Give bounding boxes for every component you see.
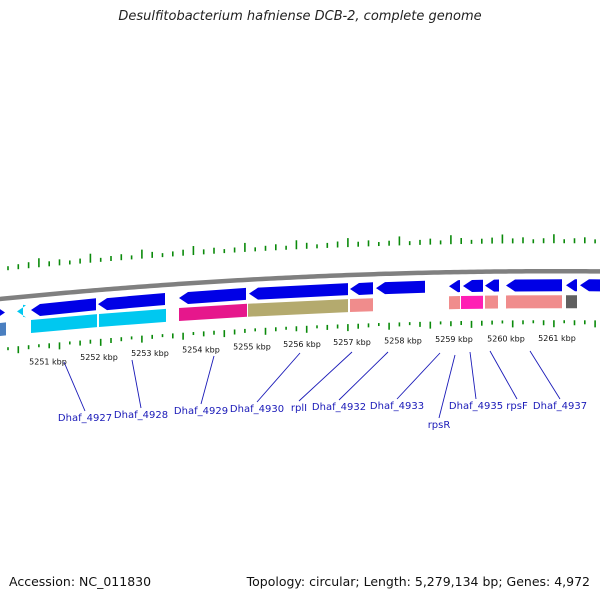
gc-skew-outer-track [7, 234, 596, 271]
cds-arrow [580, 279, 600, 292]
gene-label: Dhaf_4933 [370, 401, 424, 412]
leader-line [298, 351, 353, 402]
reverse-block [506, 295, 562, 309]
gene-label: Dhaf_4930 [230, 404, 284, 415]
cds-arrow [449, 280, 460, 293]
reverse-block [566, 295, 577, 309]
scale-tick-label: 5252 kbp [80, 353, 118, 362]
gene-label: rpsF [506, 401, 528, 412]
leader-line [200, 355, 215, 405]
label-leaders [63, 350, 561, 419]
cds-arrow [0, 309, 5, 316]
cds-arrow [463, 279, 483, 292]
gene-label: rpsR [428, 420, 451, 431]
reverse-block [31, 314, 97, 333]
cds-arrow [17, 304, 26, 318]
scale-tick-label: 5257 kbp [333, 338, 371, 347]
gene-label: Dhaf_4935 [449, 401, 503, 412]
reverse-block [99, 308, 166, 327]
gene-label: Dhaf_4928 [114, 410, 168, 421]
feature-track [0, 279, 600, 337]
scale-tick-label: 5261 kbp [538, 334, 576, 343]
reverse-block [449, 296, 460, 310]
scale-tick-label: 5259 kbp [435, 335, 473, 344]
leader-line [469, 351, 477, 400]
cds-arrow [485, 279, 499, 292]
leader-line [529, 350, 561, 400]
genome-backbone [0, 268, 600, 302]
leader-line [131, 359, 142, 409]
accession-text: Accession: NC_011830 [9, 574, 152, 589]
leader-line [438, 354, 456, 419]
map-title: Desulfitobacterium hafniense DCB-2, comp… [118, 9, 482, 24]
cds-arrow [350, 282, 373, 296]
reverse-block [179, 303, 247, 321]
cds-arrow [249, 283, 348, 300]
reverse-block [0, 322, 6, 337]
gene-labels: Dhaf_4927 Dhaf_4928 Dhaf_4929 Dhaf_4930 rplI… [58, 401, 587, 431]
leader-line [338, 351, 389, 401]
leader-line [63, 361, 86, 412]
cds-arrow [506, 279, 562, 292]
gene-label: rplI [291, 403, 307, 414]
scale-tick-label: 5251 kbp [29, 357, 67, 366]
scale-tick-label: 5253 kbp [131, 349, 169, 358]
gc-skew-inner-track [7, 320, 596, 354]
reverse-block [485, 295, 498, 309]
gene-label: Dhaf_4927 [58, 413, 112, 424]
scale-tick-label: 5256 kbp [283, 340, 321, 349]
reverse-block [248, 299, 348, 317]
cds-arrow [31, 298, 96, 316]
gene-label: Dhaf_4937 [533, 401, 587, 412]
scale-tick-label: 5258 kbp [384, 336, 422, 345]
gene-label: Dhaf_4932 [312, 402, 366, 413]
leader-line [396, 352, 441, 400]
scale-tick-label: 5254 kbp [182, 346, 220, 355]
cds-arrow [566, 279, 577, 292]
gene-label: Dhaf_4929 [174, 406, 228, 417]
reverse-block [350, 298, 373, 313]
scale-tick-label: 5260 kbp [487, 334, 525, 343]
scale-tick-label: 5255 kbp [233, 343, 271, 352]
topology-text: Topology: circular; Length: 5,279,134 bp… [246, 574, 590, 589]
reverse-block [461, 295, 483, 310]
cds-arrow [98, 292, 165, 311]
cds-arrow [179, 287, 246, 304]
cds-arrow [376, 280, 425, 295]
scale-tick-labels: 5251 kbp 5252 kbp 5253 kbp 5254 kbp 5255 kbp… [29, 334, 576, 366]
leader-line [489, 350, 518, 400]
leader-line [256, 352, 301, 403]
